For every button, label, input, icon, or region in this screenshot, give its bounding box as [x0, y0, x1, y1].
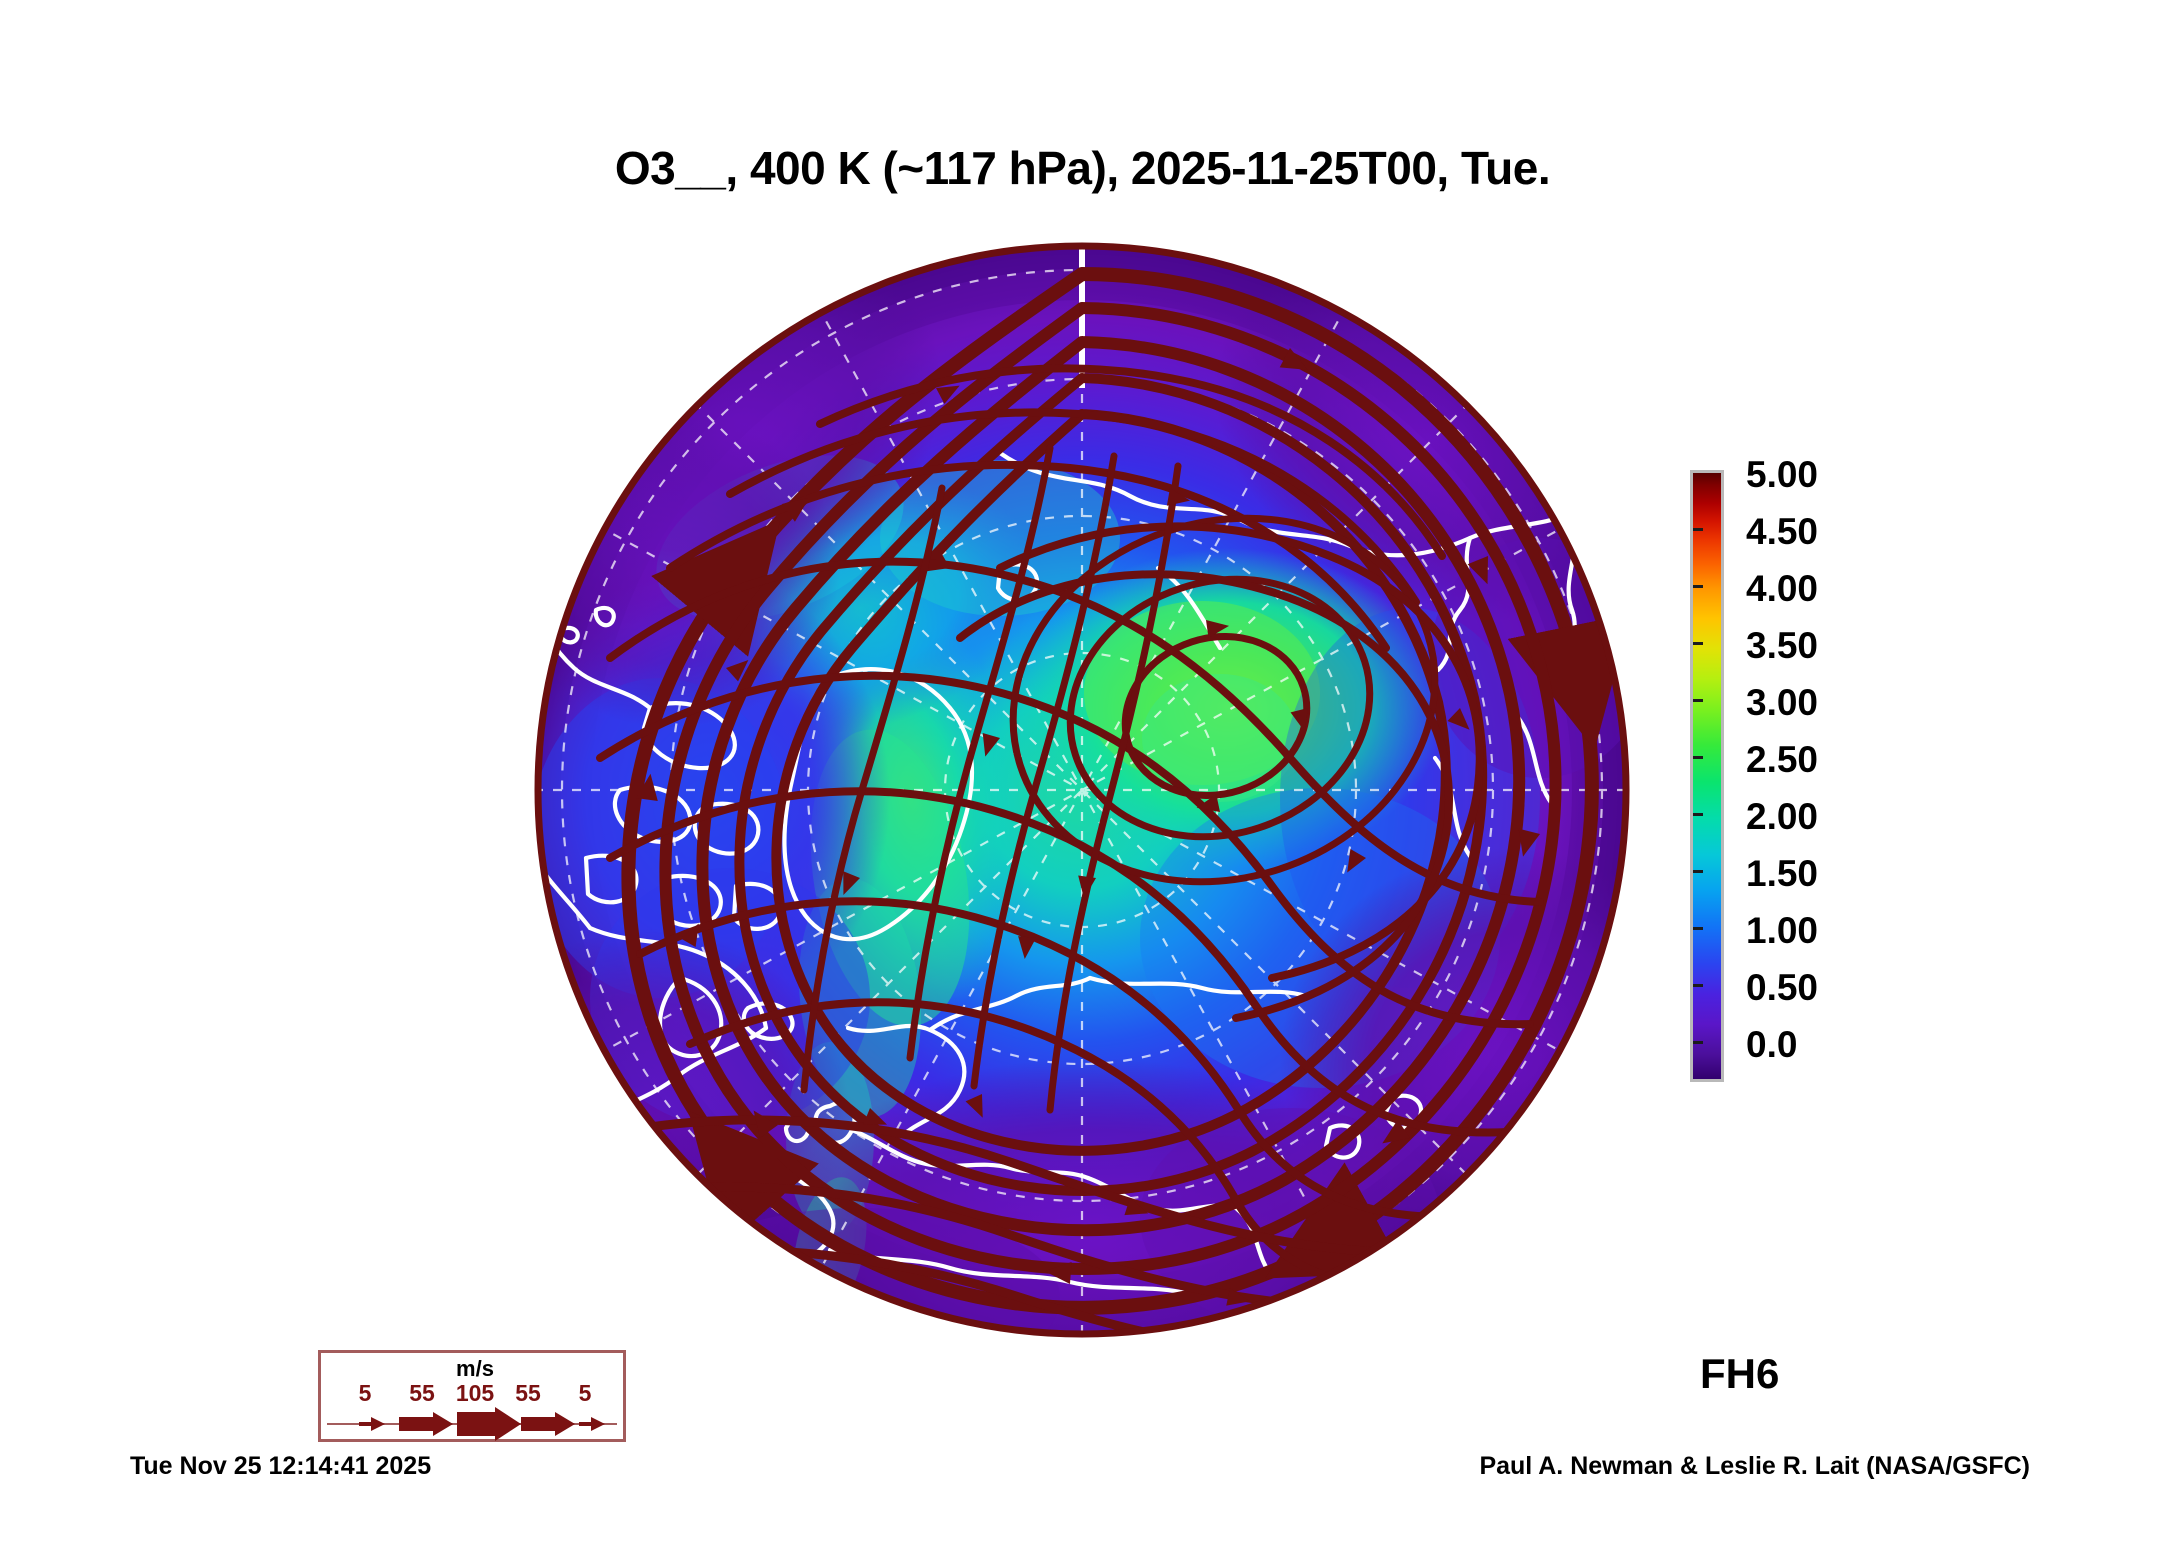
- colorbar-tick: [1693, 813, 1703, 816]
- colorbar-label-4-50: 4.50: [1746, 511, 1819, 552]
- map-canvas: [530, 238, 1634, 1342]
- wind-legend-value-55-right: 55: [515, 1380, 541, 1406]
- colorbar-tick: [1693, 870, 1703, 873]
- colorbar-label-3-00: 3.00: [1746, 682, 1819, 723]
- wind-legend-value-55-left: 55: [409, 1380, 435, 1406]
- credit-label: Paul A. Newman & Leslie R. Lait (NASA/GS…: [1479, 1452, 2030, 1480]
- colorbar-tick: [1693, 528, 1703, 531]
- colorbar: 5.00 4.50 4.00 3.50 3.00 2.50 2.00 1.50 …: [1690, 456, 2090, 1090]
- colorbar-label-4-00: 4.00: [1746, 568, 1819, 609]
- colorbar-label-3-50: 3.50: [1746, 625, 1819, 666]
- timestamp-label: Tue Nov 25 12:14:41 2025: [130, 1452, 432, 1480]
- colorbar-tick: [1693, 927, 1703, 930]
- page-title: O3__, 400 K (~117 hPa), 2025-11-25T00, T…: [614, 142, 1551, 194]
- map-boundary-ring: [532, 240, 1632, 1340]
- map-outer-edge: [530, 238, 1634, 1342]
- colorbar-label-0-0: 0.0: [1746, 1024, 1798, 1065]
- colorbar-label-5-00: 5.00: [1746, 454, 1819, 495]
- colorbar-tick: [1693, 756, 1703, 759]
- colorbar-gradient: [1690, 470, 1724, 1082]
- wind-legend-value-5-right: 5: [578, 1380, 592, 1406]
- wind-legend-arrow-scale: [327, 1407, 617, 1441]
- colorbar-tick: [1693, 699, 1703, 702]
- wind-speed-legend: m/s 5 55 105 55 5: [318, 1350, 626, 1442]
- polar-stereographic-map: [530, 238, 1634, 1342]
- colorbar-tick: [1693, 642, 1703, 645]
- wind-legend-value-105: 105: [455, 1380, 495, 1406]
- colorbar-label-2-00: 2.00: [1746, 796, 1819, 837]
- wind-legend-value-5-left: 5: [358, 1380, 372, 1406]
- colorbar-tick: [1693, 1041, 1703, 1044]
- colorbar-label-2-50: 2.50: [1746, 739, 1819, 780]
- colorbar-label-1-00: 1.00: [1746, 910, 1819, 951]
- colorbar-tick: [1693, 984, 1703, 987]
- colorbar-tick: [1693, 585, 1703, 588]
- colorbar-label-1-50: 1.50: [1746, 853, 1819, 894]
- forecast-hour-label: FH6: [1700, 1350, 1780, 1397]
- colorbar-label-0-50: 0.50: [1746, 967, 1819, 1008]
- wind-legend-units-label: m/s: [456, 1356, 494, 1381]
